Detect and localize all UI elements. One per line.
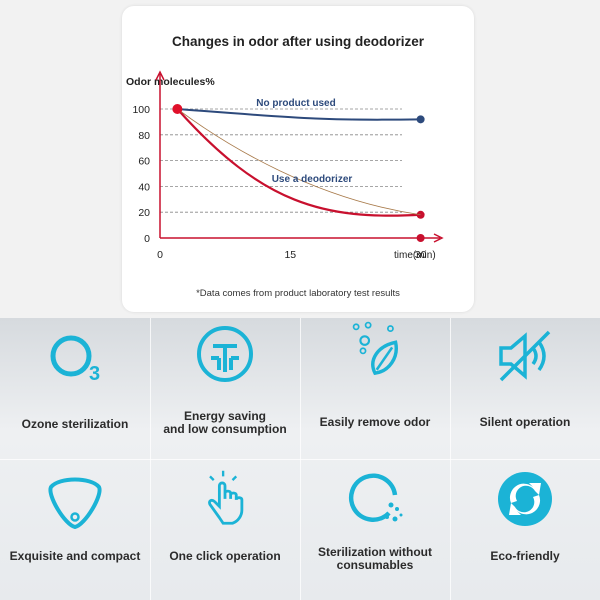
feature-label: Ozone sterilization (21, 417, 129, 431)
y-tick-label: 80 (138, 130, 150, 142)
y-tick-label: 40 (138, 181, 150, 193)
series-no-product-endpoint (416, 115, 425, 124)
circle-dots-icon (348, 473, 403, 522)
ozone-icon: 3 (50, 335, 100, 385)
series-label: Use a deodorizer (272, 174, 353, 185)
feature-one-click: One click operation (150, 459, 300, 600)
chart-card: Changes in odor after using deodorizer O… (122, 6, 474, 312)
y-axis-arrow (155, 70, 165, 81)
svg-text:3: 3 (89, 363, 100, 385)
features-panel: 3 Ozone sterilization Energy saving and … (0, 318, 600, 600)
feature-label: Energy saving and low consumption (163, 409, 287, 436)
x-tick-label: 0 (157, 249, 163, 261)
chart-footnote: *Data comes from product laboratory test… (196, 288, 400, 299)
x-axis-arrow (433, 233, 444, 243)
transition-curve (177, 108, 421, 216)
y-tick-label: 60 (138, 156, 150, 168)
compact-device-icon (48, 477, 102, 530)
series-no-product-line (177, 108, 421, 121)
start-point (172, 104, 183, 114)
x-axis-title: time(min) (394, 250, 436, 261)
tap-hand-icon (208, 470, 244, 525)
chart-title: Changes in odor after using deodorizer (171, 34, 425, 49)
x-tick-label: 30 (415, 249, 427, 261)
recycle-icon (498, 472, 552, 526)
divider (0, 459, 600, 460)
feature-label: Sterilization without consumables (318, 545, 432, 572)
feature-label: Easily remove odor (319, 415, 431, 429)
feature-compact: Exquisite and compact (0, 459, 150, 600)
y-tick-label: 100 (132, 104, 150, 116)
feature-energy: Energy saving and low consumption (150, 318, 300, 459)
leaf-bubbles-icon (352, 321, 398, 375)
x-tick-label: 15 (284, 249, 296, 261)
feature-label: Exquisite and compact (9, 549, 141, 563)
feature-no-consumables: Sterilization without consumables (300, 459, 450, 600)
energy-saving-icon (197, 326, 253, 382)
series-label: No product used (256, 98, 335, 109)
feature-eco: Eco-friendly (450, 459, 600, 600)
feature-odor: Easily remove odor (300, 318, 450, 459)
feature-silent: Silent operation (450, 318, 600, 459)
y-tick-label: 20 (138, 207, 150, 219)
feature-label: Silent operation (479, 415, 571, 429)
feature-ozone: 3 Ozone sterilization (0, 318, 150, 459)
y-axis-title: Odor molecules% (126, 76, 215, 88)
mute-speaker-icon (499, 330, 551, 382)
y-tick-label: 0 (144, 233, 150, 245)
feature-label: Eco-friendly (490, 549, 560, 563)
series-deodorizer-line (176, 108, 421, 217)
feature-label: One click operation (169, 549, 281, 563)
axis-endpoint (416, 234, 425, 242)
